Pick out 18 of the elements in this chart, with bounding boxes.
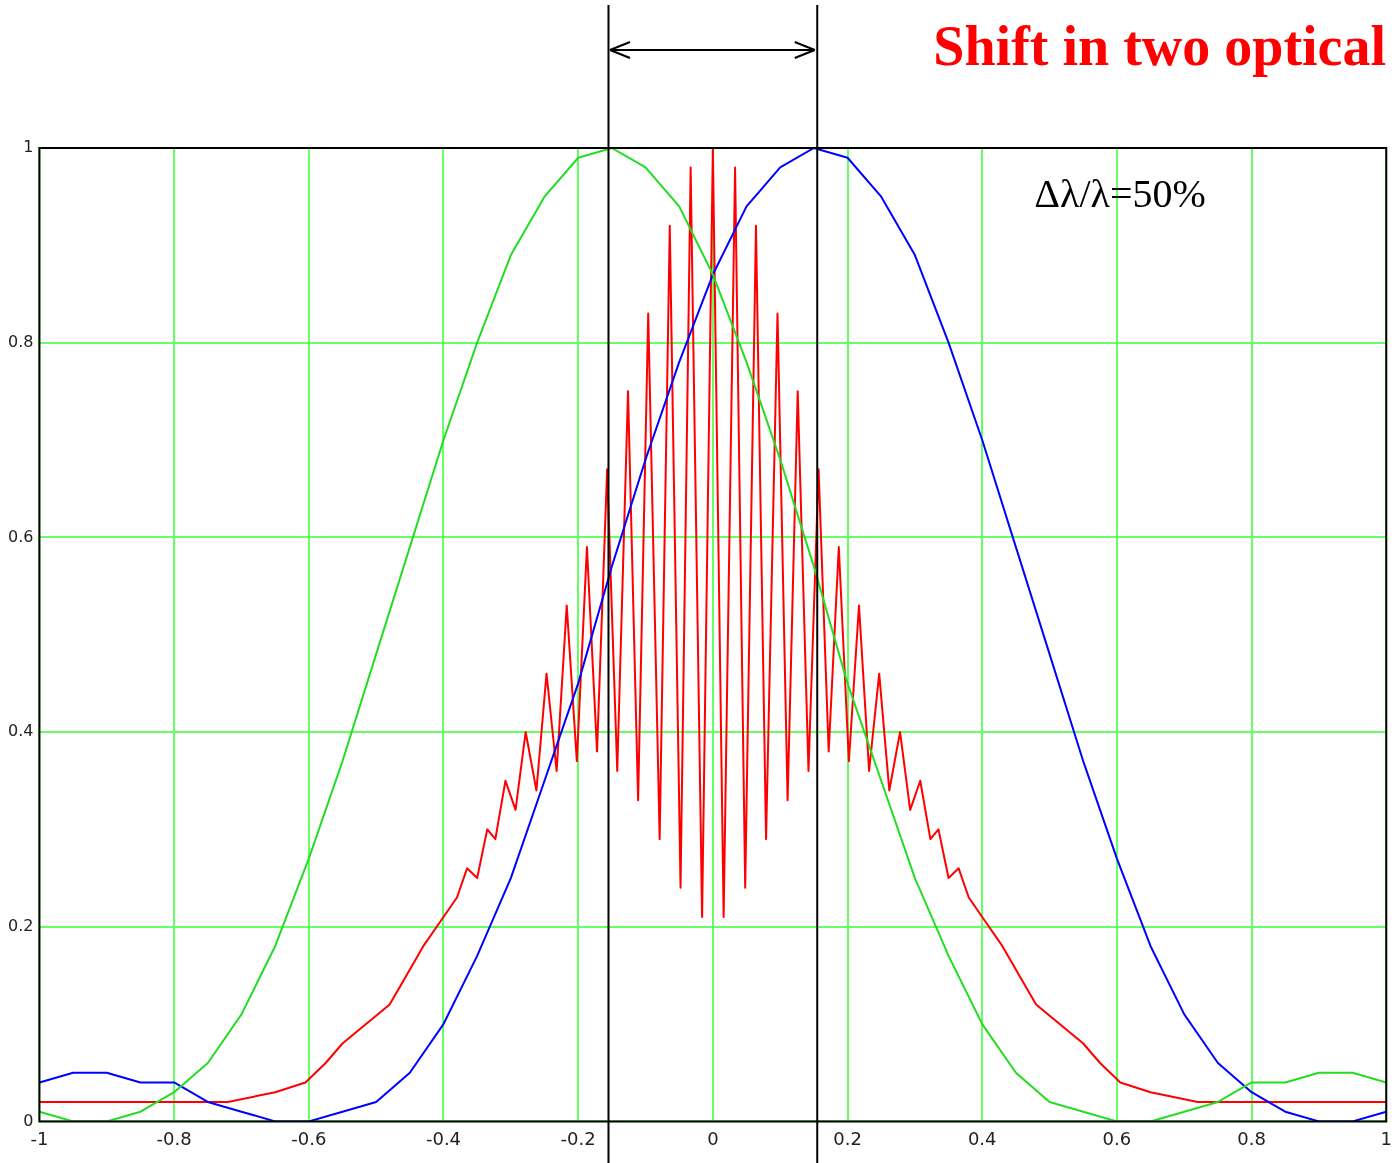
x-tick-label: 1 — [1380, 1127, 1392, 1149]
y-tick-label: 0.2 — [7, 915, 34, 935]
x-tick-label: -1 — [30, 1127, 49, 1149]
x-tick-label: 0.4 — [967, 1127, 997, 1149]
y-tick-label: 1 — [23, 137, 34, 157]
x-tick-label: 0.8 — [1237, 1127, 1266, 1149]
x-tick-label: -0.8 — [156, 1127, 192, 1149]
x-tick-label: 0.2 — [833, 1127, 862, 1149]
x-tick-label: 0.6 — [1102, 1127, 1132, 1149]
y-tick-label: 0.6 — [7, 526, 34, 546]
y-tick-label: 0.4 — [7, 721, 34, 741]
x-tick-label: 0 — [707, 1127, 719, 1149]
x-tick-label: -0.6 — [291, 1127, 327, 1149]
chart-title: Shift in two optical — [933, 14, 1386, 78]
x-tick-label: -0.4 — [425, 1127, 462, 1149]
y-tick-label: 0 — [23, 1110, 34, 1130]
y-tick-label: 0.8 — [7, 331, 34, 351]
x-tick-label: -0.2 — [560, 1127, 596, 1149]
